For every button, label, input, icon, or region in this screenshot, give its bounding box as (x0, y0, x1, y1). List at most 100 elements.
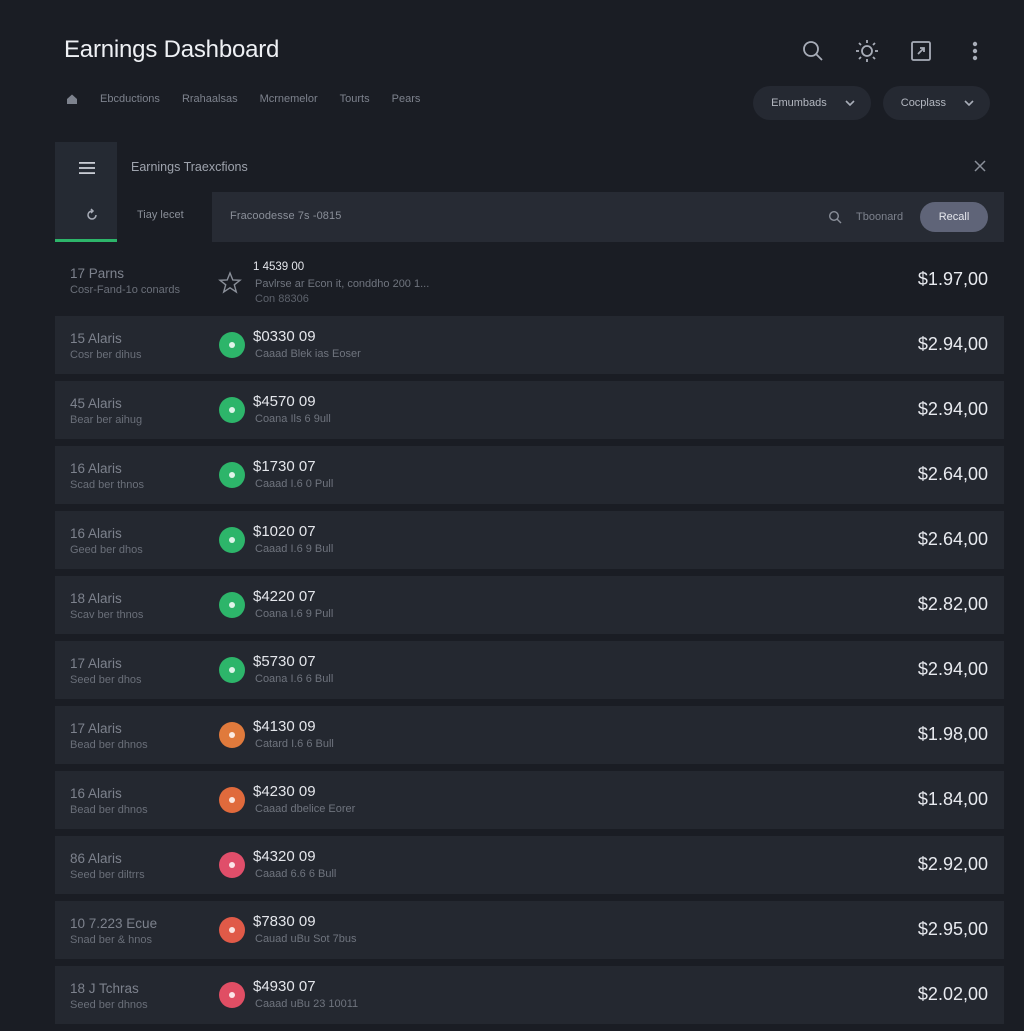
export-icon[interactable] (906, 36, 936, 66)
transactions-panel: Earnings Traexcfions Tiay lecet Fracoode… (55, 142, 1004, 242)
transaction-row[interactable]: 16 Alaris Scad ber thnos $1730 07 Caaad I.6… (55, 446, 1004, 504)
star-icon[interactable] (218, 271, 242, 295)
status-dot-icon (219, 527, 245, 553)
row-value: $2.94,00 (917, 334, 988, 354)
status-dot-icon (219, 852, 245, 878)
status-dot-icon (219, 787, 245, 813)
active-tab-indicator (55, 239, 117, 242)
row-amount: $1020 07 (253, 523, 316, 540)
row-description: Caaad uBu 23 10011 (255, 998, 359, 1010)
row-value: $1.97,00 (917, 269, 988, 289)
transaction-row[interactable]: 16 Alaris Bead ber dhnos $4230 09 Caaad dbe… (55, 771, 1004, 829)
row-sublabel: Bead ber dhnos (70, 739, 148, 751)
row-amount: $4130 09 (253, 718, 316, 735)
row-value: $2.94,00 (917, 399, 988, 419)
dropdown-label: Cocplass (900, 97, 946, 109)
row-description: Coana I.6 6 Bull (255, 673, 334, 685)
transaction-row[interactable]: 17 Alaris Bead ber dhnos $4130 09 Catard I.… (55, 706, 1004, 764)
row-value: $1.98,00 (917, 724, 988, 744)
row-sublabel: Cosr ber dihus (70, 349, 142, 361)
row-value: $2.64,00 (917, 464, 988, 484)
transaction-row[interactable]: 45 Alaris Bear ber aihug $4570 09 Coana Ils… (55, 381, 1004, 439)
more-icon[interactable] (960, 36, 990, 66)
nav-item[interactable]: Pears (391, 93, 421, 105)
row-label: 10 7.223 Ecue (70, 916, 158, 931)
search-label[interactable]: Tboonard (856, 211, 904, 223)
filter-text[interactable]: Fracoodesse 7s -0815 (230, 210, 342, 222)
chevron-down-icon (845, 100, 855, 106)
dropdown-select[interactable]: Emumbads (753, 86, 871, 120)
row-sublabel: Seed ber diltrrs (70, 869, 145, 881)
transaction-row[interactable]: 15 Alaris Cosr ber dihus $0330 09 Caaad Ble… (55, 316, 1004, 374)
row-sublabel: Scav ber thnos (70, 609, 144, 621)
row-amount: $4220 07 (253, 588, 316, 605)
row-amount: $4930 07 (253, 978, 316, 995)
row-amount: $1730 07 (253, 458, 316, 475)
tab-label[interactable]: Tiay lecet (137, 209, 184, 221)
row-label: 18 J Tchras (70, 981, 139, 996)
transaction-list: 17 Parns Cosr-Fand-1o conards 1 4539 00 Pav… (55, 251, 1004, 1031)
nav-item[interactable]: Mcrnemelor (259, 93, 318, 105)
menu-icon[interactable] (78, 160, 96, 176)
row-description: Pavlrse ar Econ it, conddho 200 1... (255, 278, 430, 290)
status-dot-icon (219, 462, 245, 488)
filter-bar: Fracoodesse 7s -0815 Tboonard Recall (212, 192, 1004, 242)
nav-item[interactable]: Ebcductions (100, 93, 160, 105)
search-icon[interactable] (828, 210, 842, 224)
row-label: 18 Alaris (70, 591, 122, 606)
header: Earnings Dashboard Ebcductions Rrahaalsa… (0, 0, 1024, 140)
transaction-row[interactable]: 10 7.223 Ecue Snad ber & hnos $7830 09 Caua… (55, 901, 1004, 959)
top-toolbar (798, 36, 990, 66)
row-sublabel: Cosr-Fand-1o conards (70, 284, 181, 296)
transaction-row[interactable]: 86 Alaris Seed ber diltrrs $4320 09 Caaad 6… (55, 836, 1004, 894)
dropdown-label: Emumbads (771, 97, 827, 109)
row-label: 17 Alaris (70, 721, 122, 736)
refresh-icon[interactable] (85, 208, 99, 222)
row-value: $1.84,00 (917, 789, 988, 809)
row-description: Caaad I.6 0 Pull (255, 478, 334, 490)
recall-button[interactable]: Recall (920, 202, 988, 232)
status-dot-icon (219, 722, 245, 748)
transaction-row[interactable]: 18 J Tchras Seed ber dhnos $4930 07 Caaad u… (55, 966, 1004, 1024)
row-label: 45 Alaris (70, 396, 122, 411)
close-icon[interactable] (972, 158, 988, 174)
page-title: Earnings Dashboard (64, 36, 280, 63)
row-sublabel: Geed ber dhos (70, 544, 143, 556)
home-icon[interactable] (66, 93, 78, 105)
transaction-row[interactable]: 17 Parns Cosr-Fand-1o conards 1 4539 00 Pav… (55, 251, 1004, 309)
row-sublabel: Bead ber dhnos (70, 804, 148, 816)
row-sublabel: Seed ber dhnos (70, 999, 148, 1011)
row-description: Caaad dbelice Eorer (255, 803, 356, 815)
row-value: $2.64,00 (917, 529, 988, 549)
status-dot-icon (219, 592, 245, 618)
dropdown-select[interactable]: Cocplass (882, 86, 990, 120)
row-description: Catard I.6 6 Bull (255, 738, 334, 750)
transaction-row[interactable]: 17 Alaris Seed ber dhos $5730 07 Coana I.6 … (55, 641, 1004, 699)
row-amount: 1 4539 00 (253, 261, 305, 273)
status-dot-icon (219, 917, 245, 943)
transaction-row[interactable]: 18 Alaris Scav ber thnos $4220 07 Coana I.6… (55, 576, 1004, 634)
search-icon[interactable] (798, 36, 828, 66)
nav-bar: Ebcductions Rrahaalsas Mcrnemelor Tourts… (66, 93, 420, 105)
row-sublabel: Bear ber aihug (70, 414, 143, 426)
row-amount: $4570 09 (253, 393, 316, 410)
row-amount: $7830 09 (253, 913, 316, 930)
row-label: 17 Alaris (70, 656, 122, 671)
row-label: 15 Alaris (70, 331, 122, 346)
menu-tab[interactable] (55, 142, 117, 242)
nav-item[interactable]: Tourts (339, 93, 370, 105)
brightness-icon[interactable] (852, 36, 882, 66)
nav-item[interactable]: Rrahaalsas (181, 93, 238, 105)
row-value: $2.82,00 (917, 594, 988, 614)
row-amount: $4320 09 (253, 848, 316, 865)
row-label: 86 Alaris (70, 851, 122, 866)
row-sublabel: Scad ber thnos (70, 479, 144, 491)
row-description: Coana I.6 9 Pull (255, 608, 334, 620)
row-value: $2.95,00 (917, 919, 988, 939)
row-label: 16 Alaris (70, 526, 122, 541)
row-value: $2.94,00 (917, 659, 988, 679)
row-amount: $5730 07 (253, 653, 316, 670)
row-value: $2.02,00 (917, 984, 988, 1004)
transaction-row[interactable]: 16 Alaris Geed ber dhos $1020 07 Caaad I.6 … (55, 511, 1004, 569)
row-label: 16 Alaris (70, 461, 122, 476)
